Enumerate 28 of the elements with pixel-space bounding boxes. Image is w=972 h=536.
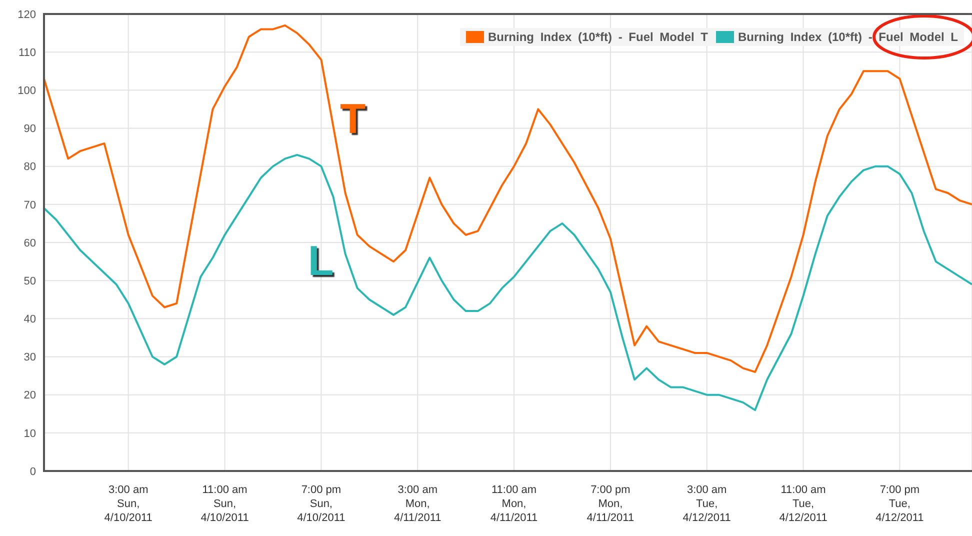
annotation: L — [308, 237, 334, 284]
y-tick-label: 70 — [24, 199, 36, 212]
y-tick-label: 50 — [24, 275, 36, 288]
y-tick-label: 80 — [24, 161, 36, 174]
y-tick-label: 100 — [18, 85, 36, 98]
x-tick-label: 3:00 am Mon, 4/11/2011 — [394, 484, 442, 524]
y-tick-label: 120 — [18, 8, 36, 21]
y-tick-label: 60 — [24, 237, 36, 250]
x-tick-label: 11:00 am Mon, 4/11/2011 — [490, 484, 538, 524]
y-tick-label: 10 — [24, 428, 36, 440]
x-tick-label: 3:00 am Sun, 4/10/2011 — [104, 484, 152, 524]
x-tick-label: 7:00 pm Mon, 4/11/2011 — [586, 484, 634, 524]
legend-label: Burning Index (10*ft) - Fuel Model L — [737, 30, 958, 44]
y-tick-label: 110 — [18, 46, 36, 59]
y-tick-label: 90 — [24, 123, 36, 136]
x-tick-label: 11:00 am Sun, 4/10/2011 — [200, 484, 249, 524]
y-tick-label: 30 — [24, 352, 36, 364]
y-tick-label: 20 — [24, 390, 36, 402]
line-series — [44, 154, 972, 412]
y-tick-label: 0 — [30, 466, 36, 478]
x-tick-label: 7:00 pm Tue, 4/12/2011 — [876, 484, 924, 524]
line-series — [44, 24, 972, 373]
legend-label: Burning Index (10*ft) - Fuel Model T — [487, 30, 708, 44]
annotation: T — [340, 95, 366, 142]
x-tick-label: 11:00 am Tue, 4/12/2011 — [779, 484, 828, 524]
y-tick-label: 40 — [24, 314, 36, 326]
x-tick-label: 3:00 am Tue, 4/12/2011 — [682, 484, 731, 524]
x-tick-label: 7:00 pm Sun, 4/10/2011 — [297, 484, 346, 524]
